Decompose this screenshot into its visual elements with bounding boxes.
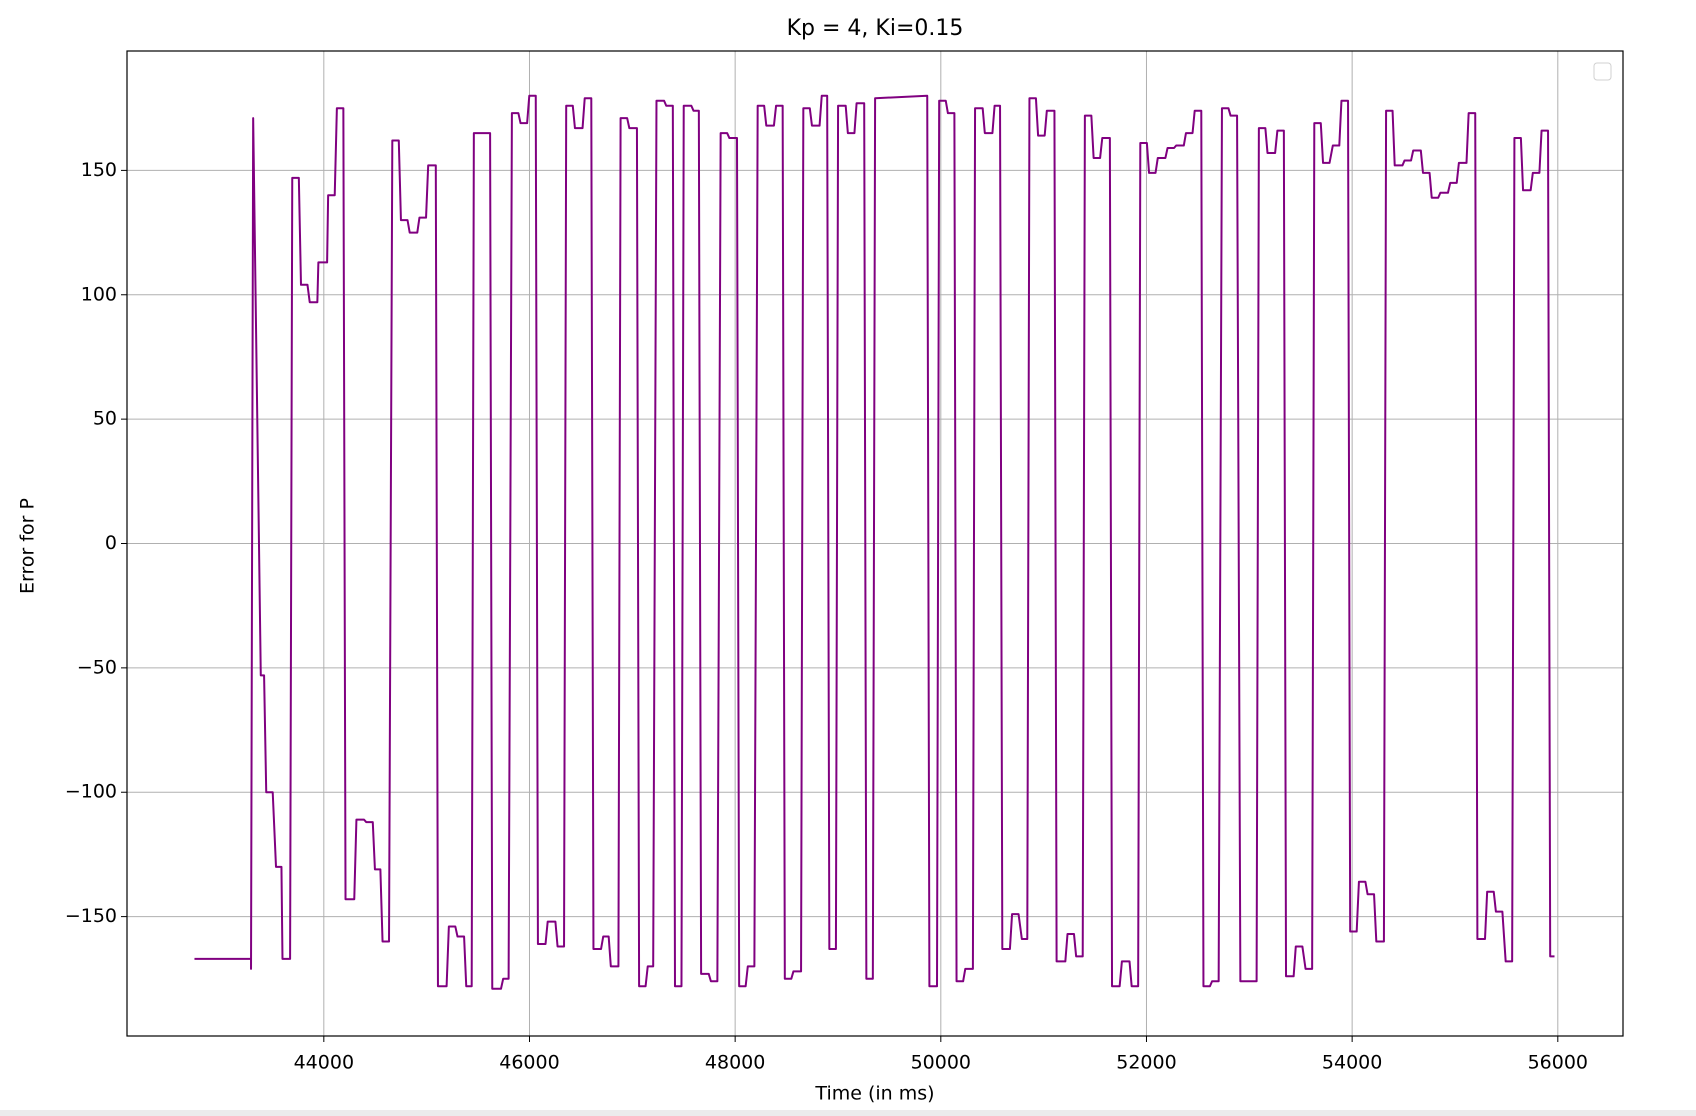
chart-title: Kp = 4, Ki=0.15	[787, 16, 964, 41]
x-axis-label: Time (in ms)	[814, 1083, 934, 1105]
y-tick-label: 0	[105, 532, 117, 554]
y-tick-label: −100	[65, 781, 117, 803]
x-tick-label: 44000	[294, 1052, 354, 1074]
y-tick-label: −150	[65, 905, 117, 927]
x-tick-label: 46000	[499, 1052, 559, 1074]
axes-frame	[126, 50, 1624, 1037]
x-tick-label: 56000	[1528, 1052, 1588, 1074]
x-tick-label: 50000	[911, 1052, 971, 1074]
x-tick-label: 48000	[705, 1052, 765, 1074]
window-edge	[0, 1110, 1696, 1116]
data-line	[194, 94, 1555, 990]
x-tick-label: 54000	[1322, 1052, 1382, 1074]
y-axis-label: Error for P	[17, 498, 39, 594]
y-tick-label: 50	[93, 408, 117, 430]
legend-box	[1593, 62, 1612, 81]
y-tick-label: 150	[81, 159, 117, 181]
y-tick-label: 100	[81, 283, 117, 305]
y-tick-label: −50	[77, 656, 117, 678]
x-tick-label: 52000	[1116, 1052, 1176, 1074]
